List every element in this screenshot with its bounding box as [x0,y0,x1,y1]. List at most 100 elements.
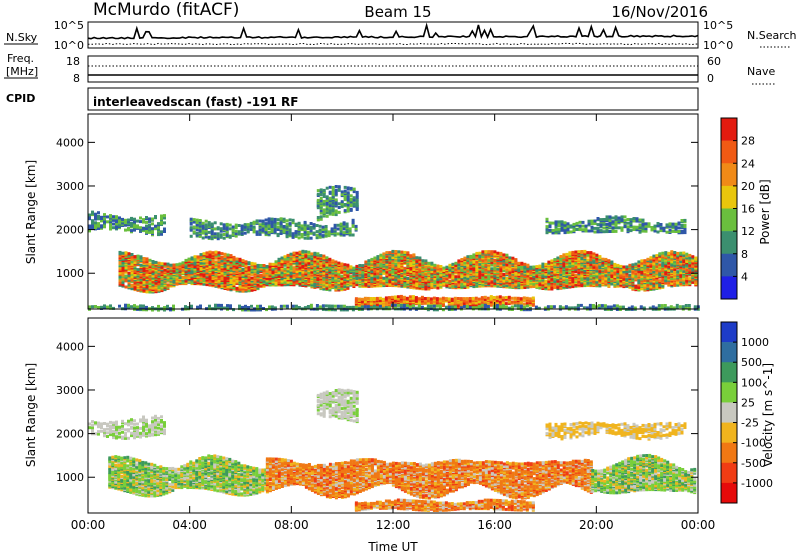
heatmap-cell [325,286,329,290]
heatmap-cell [216,232,220,236]
freq-unit: [MHz] [6,65,38,78]
heatmap-cell [97,214,100,218]
heatmap-cell [106,220,109,224]
heatmap-cell [538,282,542,286]
heatmap-cell [613,262,617,266]
heatmap-cell [460,258,464,261]
heatmap-cell [136,219,139,223]
heatmap-cell [196,255,200,259]
heatmap-cell [175,269,179,273]
heatmap-cell [658,263,662,267]
heatmap-cell [400,250,404,254]
nave-tick-bottom: 0 [707,72,714,85]
heatmap-cell [631,263,635,267]
heatmap-cell [288,230,292,234]
heatmap-cell [592,252,596,256]
heatmap-cell [285,219,289,223]
heatmap-cell [235,257,239,261]
heatmap-cell [127,218,130,222]
heatmap-cell [571,282,575,286]
heatmap-cell [166,262,170,266]
heatmap-cell [139,226,142,230]
heatmap-cell [277,271,281,275]
heatmap-cell [267,224,271,228]
heatmap-cell [271,262,275,266]
heatmap-cell [556,274,560,278]
heatmap-cell [568,283,572,286]
heatmap-cell [331,188,335,192]
heatmap-cell [478,251,482,255]
cpid-text: interleavedscan (fast) -191 RF [93,95,298,109]
heatmap-cell [313,282,317,286]
heatmap-cell [130,262,134,266]
heatmap-cell [345,225,349,228]
heatmap-cell [172,263,176,267]
heatmap-cell [319,197,323,200]
heatmap-cell [343,185,347,189]
heatmap-cell [318,235,322,239]
heatmap-cell [300,233,304,236]
heatmap-cell [223,267,227,271]
heatmap-cell [190,256,194,260]
heatmap-cell [586,281,590,285]
heatmap-cell [243,228,247,231]
heatmap-cell [322,188,326,192]
heatmap-cell [637,260,641,264]
heatmap-cell [145,284,149,288]
heatmap-cell [622,265,626,269]
heatmap-cell [145,224,148,228]
cpid-panel: CPID interleavedscan (fast) -191 RF [6,87,699,111]
heatmap-cell [328,190,332,194]
heatmap-cell [219,235,223,239]
heatmap-cell [216,226,220,230]
heatmap-cell [249,224,253,228]
heatmap-cell [201,226,205,230]
heatmap-cell [415,256,419,260]
heatmap-cell [313,251,317,255]
heatmap-cell [322,254,326,258]
heatmap-cell [622,275,626,279]
heatmap-cell [91,219,94,223]
heatmap-cell [286,277,290,281]
heatmap-cell [247,261,251,265]
heatmap-cell [673,282,677,286]
heatmap-cell [418,260,422,264]
heatmap-cell [148,230,151,234]
heatmap-cell [481,258,485,262]
heatmap-cell [409,285,413,289]
heatmap-cell [547,271,551,275]
heatmap-cell [121,251,125,255]
heatmap-cell [256,263,260,267]
heatmap-cell [370,257,374,261]
heatmap-cell [478,257,482,261]
heatmap-cell [454,275,458,279]
heatmap-cell [324,232,328,236]
heatmap-cell [661,278,665,282]
heatmap-cell [517,269,521,273]
heatmap-cell [544,262,548,266]
heatmap-cell [316,278,320,281]
heatmap-cell [316,216,320,219]
cpid-label: CPID [6,92,35,105]
heatmap-cell [184,258,188,262]
heatmap-cell [187,257,191,261]
heatmap-cell [640,277,644,281]
heatmap-cell [373,277,377,281]
heatmap-cell [321,230,325,234]
heatmap-cell [247,266,251,270]
heatmap-cell [563,223,567,227]
heatmap-cell [324,227,328,231]
heatmap-cell [292,266,296,270]
heatmap-cell [139,216,142,220]
heatmap-cell [427,261,431,265]
heatmap-cell [538,286,542,290]
nave-tick-top: 60 [707,55,721,68]
heatmap-cell [499,251,503,255]
heatmap-cell [315,230,319,234]
heatmap-cell [91,226,94,230]
heatmap-cell [264,218,268,222]
heatmap-cell [349,265,353,269]
heatmap-cell [493,279,497,283]
heatmap-cell [403,266,407,270]
heatmap-cell [205,261,209,265]
